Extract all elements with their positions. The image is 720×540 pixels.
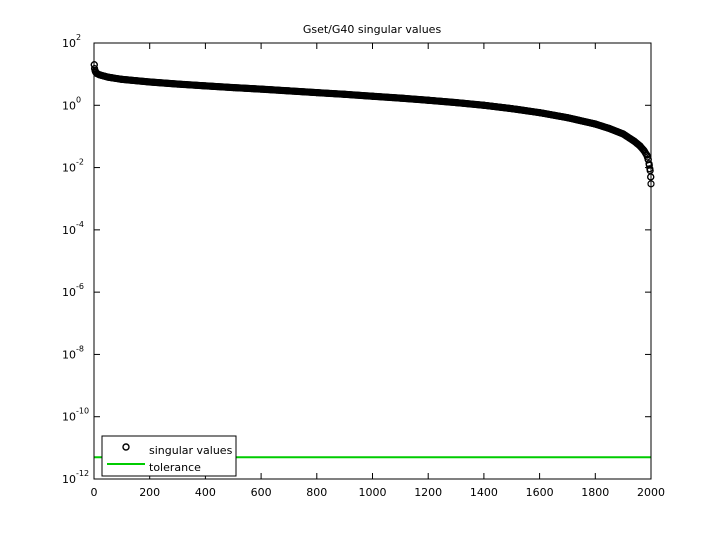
x-tick-label: 400 <box>195 486 216 499</box>
legend: singular values tolerance <box>101 435 237 477</box>
x-tick-label: 1000 <box>359 486 387 499</box>
y-tick-label: 10-8 <box>62 344 84 361</box>
chart-title: Gset/G40 singular values <box>303 23 442 36</box>
x-tick-label: 800 <box>306 486 327 499</box>
axis-ticks: 0 200 400 600 800 1000 1200 1400 1600 1800 2000 102… <box>62 33 665 499</box>
x-tick-label: 0 <box>91 486 98 499</box>
y-tick-label: 100 <box>62 95 81 112</box>
legend-label-tolerance: tolerance <box>149 461 201 474</box>
data-marks <box>90 61 655 459</box>
x-tick-label: 1800 <box>581 486 609 499</box>
y-tick-label: 10-4 <box>62 220 84 237</box>
x-tick-label: 1400 <box>470 486 498 499</box>
legend-marker-singular-values <box>122 443 130 451</box>
x-tick-label: 600 <box>251 486 272 499</box>
legend-box <box>101 435 237 477</box>
x-tick-label: 1600 <box>526 486 554 499</box>
x-tick-label: 2000 <box>637 486 665 499</box>
plot-frame <box>93 42 652 480</box>
y-tick-label: 10-10 <box>62 407 89 424</box>
y-tick-label: 10-12 <box>62 469 89 486</box>
y-tick-label: 10-2 <box>62 158 84 175</box>
legend-label-singular-values: singular values <box>149 444 233 457</box>
y-tick-label: 102 <box>62 33 81 50</box>
x-tick-label: 200 <box>139 486 160 499</box>
x-tick-label: 1200 <box>414 486 442 499</box>
y-tick-label: 10-6 <box>62 282 84 299</box>
